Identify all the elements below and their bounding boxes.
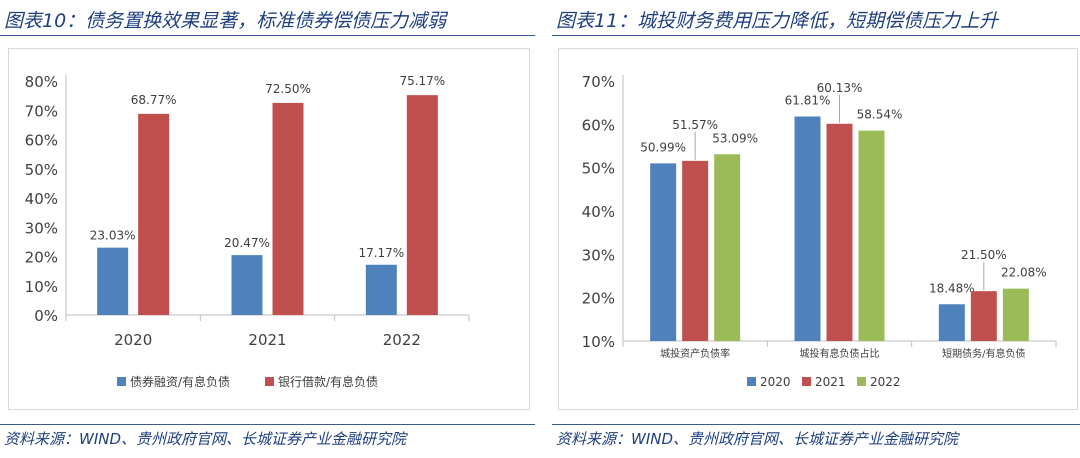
left-figure-panel: 图表10：债务置换效果显著，标准债券偿债压力减弱 0% 10% 20% 30% 40% 5… [0, 0, 535, 458]
legend-swatch [857, 377, 866, 386]
x-category-label: 城投资产负债率 [660, 347, 730, 360]
y-tick-label: 40% [25, 190, 58, 208]
legend-swatch [747, 377, 756, 386]
bar-1 [650, 163, 677, 341]
bar-1 [938, 304, 965, 341]
y-tick-label: 50% [582, 160, 615, 178]
legend-swatch [265, 377, 274, 386]
bar-3 [714, 154, 741, 341]
y-tick-label: 30% [25, 219, 58, 237]
y-tick-label: 0% [34, 307, 58, 325]
data-label: 21.50% [961, 248, 1007, 262]
x-category-label: 城投有息负债占比 [800, 347, 880, 360]
bar-2 [406, 95, 438, 315]
bar-2 [970, 291, 997, 341]
data-label: 20.47% [224, 236, 270, 250]
y-tick-label: 30% [582, 246, 615, 264]
data-label: 51.57% [672, 118, 718, 132]
bar-2 [138, 113, 170, 315]
data-label: 22.08% [1001, 266, 1047, 280]
left-chart-frame: 0% 10% 20% 30% 40% 50% 60% 70% 80% 23.03% 68.77% 20… [8, 48, 530, 410]
data-label: 72.50% [265, 82, 311, 96]
y-tick-label: 40% [582, 203, 615, 221]
legend-swatch [117, 377, 126, 386]
y-tick-label: 20% [25, 249, 58, 267]
legend-label: 银行借款/有息负债 [278, 374, 378, 389]
bar-1 [97, 247, 129, 315]
data-label: 17.17% [358, 246, 404, 260]
bar-1 [794, 116, 821, 342]
bar-2 [826, 123, 853, 342]
legend-swatch [802, 377, 811, 386]
x-category-label: 短期债务/有息负债 [942, 347, 1025, 360]
right-chart-frame: 10% 20% 30% 40% 50% 60% 70% 50.99% 51.57% 53.09% 城… [558, 48, 1078, 410]
right-figure-panel: 图表11：城投财务费用压力降低，短期偿债压力上升 10% 20% 30% 40% 50%… [552, 0, 1080, 458]
legend-label: 债券融资/有息负债 [130, 374, 230, 389]
data-label: 61.81% [785, 93, 831, 107]
bar-1 [365, 264, 397, 315]
y-tick-label: 80% [25, 73, 58, 91]
data-label: 60.13% [817, 81, 863, 95]
left-bar-chart: 0% 10% 20% 30% 40% 50% 60% 70% 80% 23.03% 68.77% 20… [25, 73, 470, 389]
y-tick-label: 10% [25, 278, 58, 296]
right-bar-chart: 10% 20% 30% 40% 50% 60% 70% 50.99% 51.57%53.09% 城… [582, 73, 1057, 389]
data-label: 68.77% [131, 93, 177, 107]
y-tick-label: 70% [25, 102, 58, 120]
y-tick-label: 10% [582, 333, 615, 351]
y-tick-label: 50% [25, 161, 58, 179]
bar-1 [231, 255, 263, 315]
left-source-rule [0, 424, 535, 425]
data-label: 18.48% [929, 281, 975, 295]
bar-3 [1002, 288, 1029, 341]
data-label: 50.99% [640, 140, 686, 154]
right-title-rule [552, 35, 1080, 36]
bar-2 [272, 102, 304, 315]
data-label: 75.17% [399, 74, 445, 88]
left-source-note: 资料来源：WIND、贵州政府官网、长城证券产业金融研究院 [4, 430, 407, 448]
right-source-note: 资料来源：WIND、贵州政府官网、长城证券产业金融研究院 [556, 430, 959, 448]
y-tick-label: 60% [25, 132, 58, 150]
bar-2 [682, 160, 709, 341]
y-tick-label: 60% [582, 116, 615, 134]
right-figure-title: 图表11：城投财务费用压力降低，短期偿债压力上升 [556, 10, 999, 32]
data-label: 23.03% [90, 229, 136, 243]
x-category-label: 2020 [114, 331, 152, 349]
x-category-label: 2021 [248, 331, 286, 349]
right-source-rule [552, 424, 1080, 425]
left-title-rule [0, 35, 535, 36]
left-figure-title: 图表10：债务置换效果显著，标准债券偿债压力减弱 [4, 10, 447, 32]
legend-label: 2020 [760, 375, 791, 389]
y-tick-label: 70% [582, 73, 615, 91]
legend-label: 2021 [815, 375, 846, 389]
x-category-label: 2022 [383, 331, 421, 349]
data-label: 58.54% [857, 108, 903, 122]
y-tick-label: 20% [582, 290, 615, 308]
legend-label: 2022 [870, 375, 901, 389]
data-label: 53.09% [712, 131, 758, 145]
bar-3 [858, 130, 885, 341]
